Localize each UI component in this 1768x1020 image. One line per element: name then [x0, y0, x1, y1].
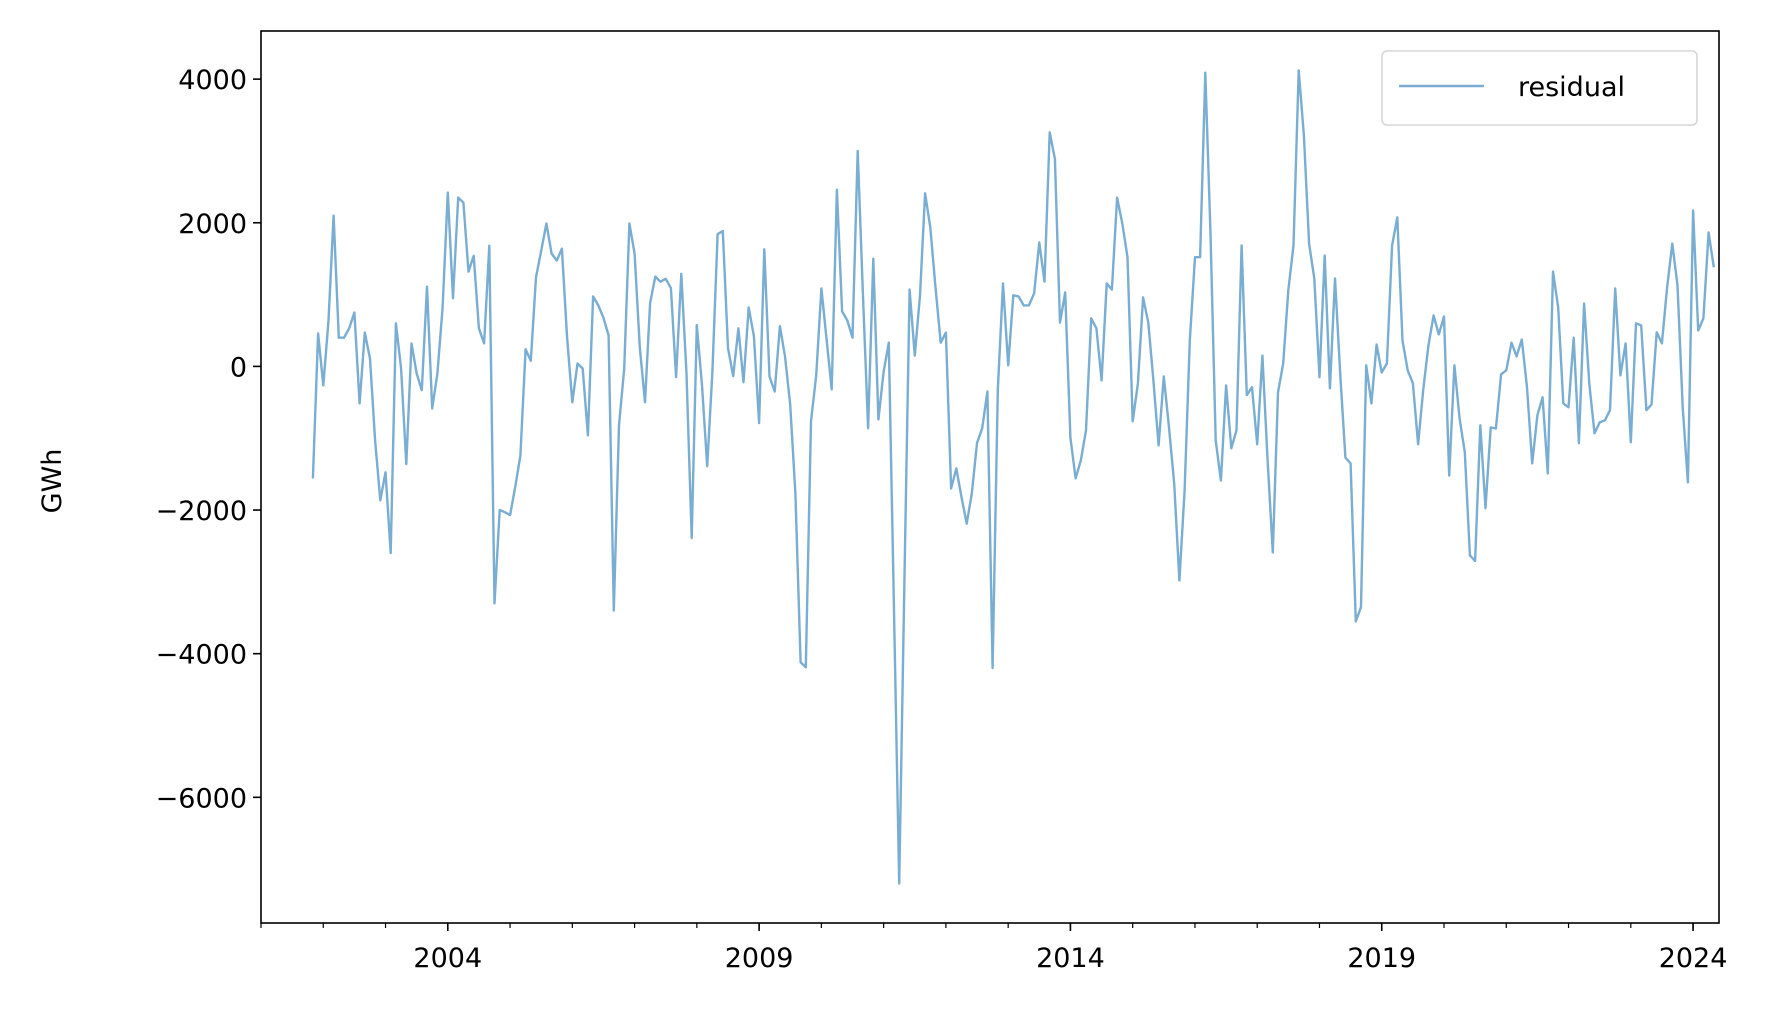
- x-tick-label: 2019: [1347, 943, 1416, 974]
- legend: residual: [1381, 50, 1698, 126]
- y-tick-label: −2000: [156, 496, 247, 527]
- y-tick-label: 2000: [178, 209, 247, 240]
- y-tick-label: 0: [230, 352, 247, 383]
- series-line-residual: [311, 69, 1715, 885]
- y-axis-label: GWh: [37, 449, 68, 514]
- y-axis: −6000 −4000 −2000 0 2000 4000: [156, 65, 261, 814]
- plot-frame: [260, 30, 1720, 924]
- x-tick-label: 2014: [1036, 943, 1105, 974]
- legend-box: [1381, 50, 1698, 126]
- y-tick-label: −6000: [156, 783, 247, 814]
- y-tick-label: −4000: [156, 640, 247, 671]
- x-axis: 2004 2009 2014 2019 2024: [260, 923, 1728, 974]
- y-tick-label: 4000: [178, 65, 247, 96]
- x-tick-label: 2024: [1659, 943, 1728, 974]
- x-tick-label: 2004: [413, 943, 482, 974]
- legend-label-residual: residual: [1518, 72, 1625, 103]
- x-tick-label: 2009: [725, 943, 794, 974]
- series-layer: [311, 69, 1715, 885]
